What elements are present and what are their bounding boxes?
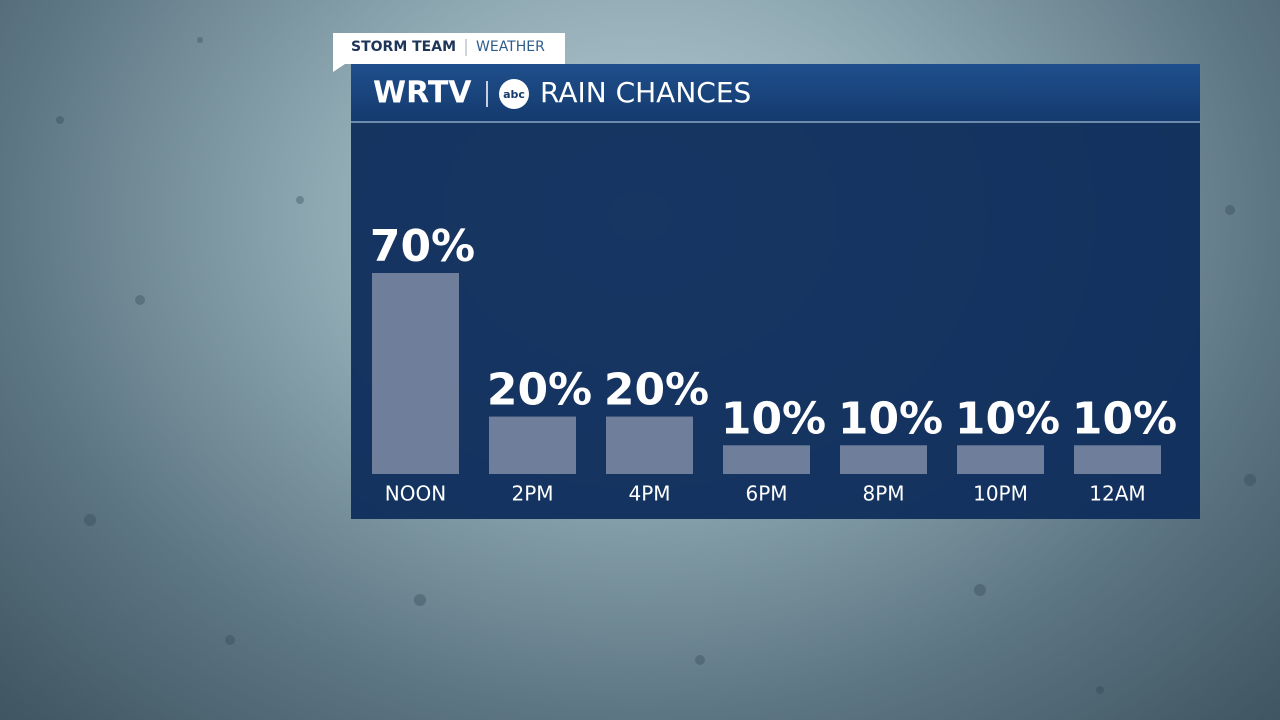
x-tick-label: 6PM <box>745 482 787 506</box>
tag-box <box>333 33 565 64</box>
x-tick-label: 10PM <box>973 482 1028 506</box>
network-logo <box>499 79 529 109</box>
x-tick-label: NOON <box>385 482 446 506</box>
bar <box>957 445 1044 474</box>
rain-drops <box>56 37 1256 694</box>
value-label: 70% <box>370 221 475 272</box>
tag-text: STORM TEAM <box>351 39 456 55</box>
value-label: 10% <box>955 393 1060 444</box>
value-label: 20% <box>487 365 592 416</box>
tag-text: WEATHER <box>476 39 545 55</box>
bar <box>606 416 693 474</box>
brand: WRTV <box>373 76 472 111</box>
value-label: 20% <box>604 365 709 416</box>
network-logo-text: abc <box>503 88 525 101</box>
value-label: 10% <box>721 393 826 444</box>
bar <box>489 416 576 474</box>
x-tick-label: 8PM <box>862 482 904 506</box>
tag-tail <box>333 64 345 72</box>
x-tick-label: 4PM <box>628 482 670 506</box>
bar <box>840 445 927 474</box>
value-label: 10% <box>838 393 943 444</box>
chart-title: RAIN CHANCES <box>540 76 751 109</box>
x-tick-label: 2PM <box>511 482 553 506</box>
value-label: 10% <box>1072 393 1177 444</box>
bar <box>723 445 810 474</box>
panel-header <box>351 64 1200 122</box>
x-tick-label: 12AM <box>1089 482 1145 506</box>
bar <box>372 273 459 474</box>
bar <box>1074 445 1161 474</box>
